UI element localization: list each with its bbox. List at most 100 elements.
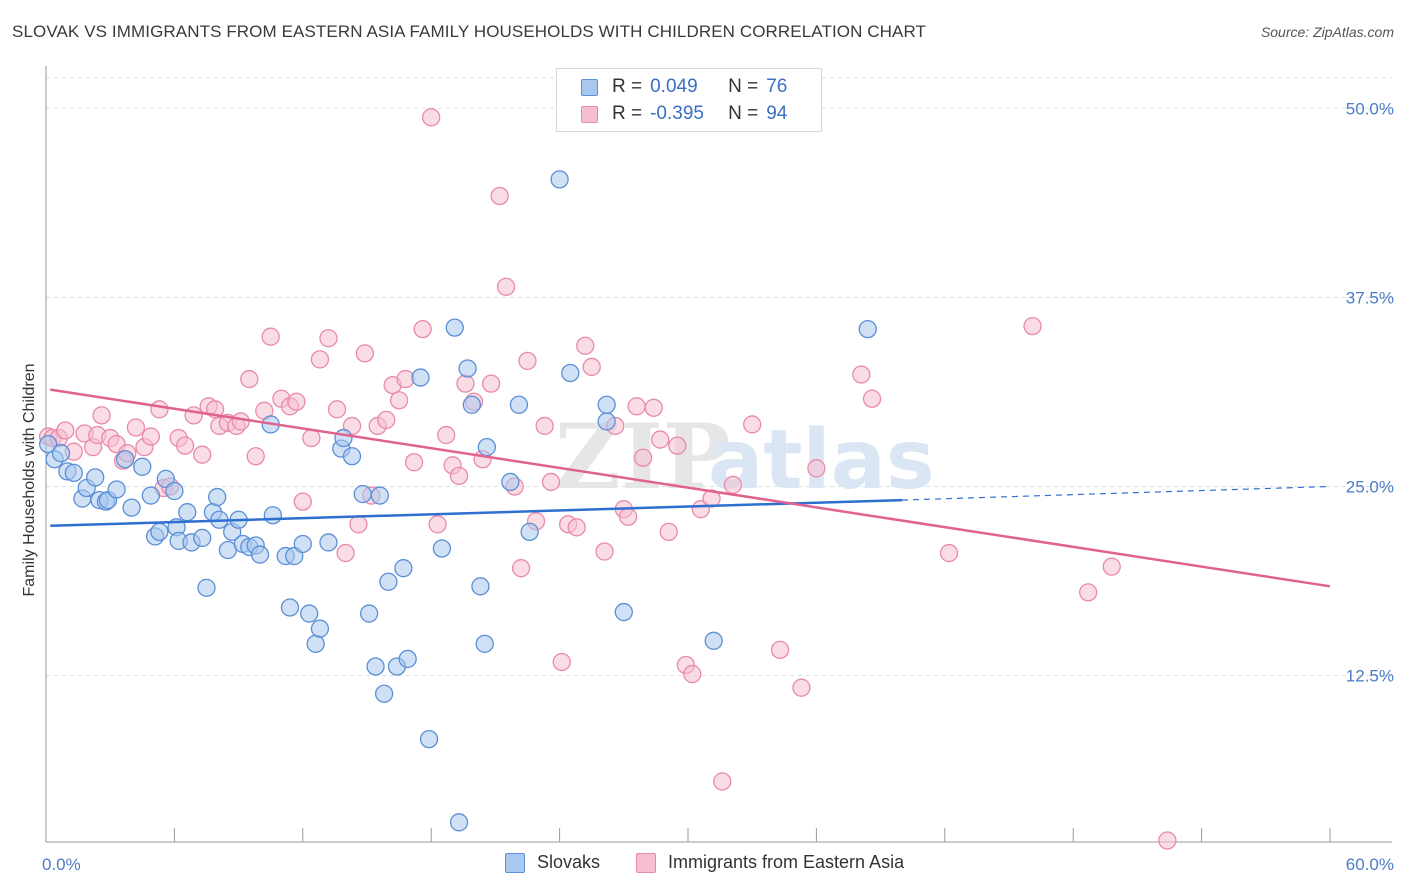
slovak-point xyxy=(306,634,325,653)
legend-n-label: N = xyxy=(728,76,759,97)
asia-point xyxy=(633,448,653,467)
slovak-point xyxy=(704,631,723,650)
slovak-point xyxy=(64,463,83,483)
asia-point xyxy=(184,406,203,425)
slovak-point xyxy=(379,572,398,591)
slovak-point xyxy=(501,472,520,492)
asia-point xyxy=(287,392,306,411)
asia-point xyxy=(862,389,882,408)
asia-point xyxy=(293,492,312,511)
slovak-point xyxy=(462,395,482,414)
asia-point xyxy=(743,415,762,434)
slovak-point xyxy=(107,480,126,499)
asia-point xyxy=(792,678,811,697)
slovak-point xyxy=(858,319,877,339)
watermark-atlas: atlas xyxy=(708,413,935,508)
legend-item-slovaks[interactable]: Slovaks xyxy=(505,852,600,873)
slovak-point xyxy=(310,619,330,638)
legend-swatch-asia xyxy=(636,852,656,873)
slovak-point xyxy=(359,604,379,623)
asia-point xyxy=(852,365,871,384)
asia-point xyxy=(496,277,516,296)
y-axis-label: Family Households with Children xyxy=(21,364,38,597)
slovak-point xyxy=(597,412,616,431)
x-tick-label-min: 0.0% xyxy=(42,855,81,874)
slovak-point xyxy=(432,539,452,558)
asia-point xyxy=(713,772,732,791)
asia-point xyxy=(1158,831,1177,850)
asia-point xyxy=(939,543,959,563)
slovak-point xyxy=(419,729,439,749)
slovak-point xyxy=(449,813,469,832)
legend-label-asia: Immigrants from Eastern Asia xyxy=(668,852,905,872)
legend-r-label: R = xyxy=(612,76,643,97)
series-slovak-points xyxy=(38,170,877,832)
slovak-point xyxy=(193,528,212,548)
legend-row-asia: R = -0.395 N = 94 xyxy=(581,101,787,127)
slovak-point xyxy=(550,170,569,189)
slovak-point xyxy=(471,577,490,596)
asia-point xyxy=(595,542,614,561)
slovak-point xyxy=(394,559,413,578)
asia-point xyxy=(552,652,571,672)
slovak-point xyxy=(150,522,169,542)
slovak-point xyxy=(165,481,184,501)
asia-point xyxy=(327,400,347,419)
asia-point xyxy=(723,475,743,495)
asia-point xyxy=(807,459,826,478)
asia-point xyxy=(302,428,321,448)
legend-n-value: 76 xyxy=(766,76,788,97)
asia-point xyxy=(150,400,169,419)
asia-point xyxy=(389,391,409,410)
stats-legend: R = 0.049 N = 76 R = -0.395 N = 94 xyxy=(556,68,822,132)
legend-r-label: R = xyxy=(612,103,643,124)
asia-point xyxy=(576,336,595,355)
asia-point xyxy=(1079,583,1098,602)
asia-point xyxy=(770,640,790,660)
slovak-point xyxy=(411,368,430,387)
asia-point xyxy=(518,351,537,371)
slovak-point xyxy=(561,363,580,383)
y-tick-label: 50.0% xyxy=(1346,99,1394,118)
slovak-point xyxy=(250,545,270,564)
asia-point xyxy=(56,421,75,440)
asia-point xyxy=(659,522,678,542)
slovak-point xyxy=(300,604,319,623)
asia-point xyxy=(141,427,161,446)
asia-point xyxy=(618,507,638,526)
slovak-point xyxy=(122,498,141,517)
asia-point xyxy=(126,418,146,437)
slovak-point xyxy=(458,359,477,378)
asia-point xyxy=(456,374,475,393)
asia-point xyxy=(627,397,646,416)
asia-point xyxy=(404,453,424,472)
legend-swatch-slovaks xyxy=(505,852,525,873)
slovak-point xyxy=(597,395,616,414)
slovak-point xyxy=(263,506,282,525)
asia-point xyxy=(449,466,469,486)
tick-labels: 12.5% 25.0% 37.5% 50.0% 0.0% 60.0% Family Hous… xyxy=(21,99,1394,874)
asia-point xyxy=(651,430,670,449)
legend-n-value: 94 xyxy=(766,103,788,124)
asia-point xyxy=(437,425,456,445)
slovak-point xyxy=(133,457,152,476)
asia-point xyxy=(535,416,554,436)
asia-point xyxy=(511,559,531,578)
slovak-trend-line xyxy=(50,498,903,528)
x-tick-label-max: 60.0% xyxy=(1346,855,1394,874)
asia-point xyxy=(582,357,601,377)
legend-item-asia[interactable]: Immigrants from Eastern Asia xyxy=(636,852,904,873)
slovak-point xyxy=(370,486,389,505)
source-label: Source: ZipAtlas.com xyxy=(1260,24,1394,40)
asia-point xyxy=(668,436,687,455)
slovak-trend-extension xyxy=(901,485,1331,501)
asia-point xyxy=(319,329,338,348)
slovak-point xyxy=(51,444,71,463)
slovak-point xyxy=(208,487,227,507)
legend-r-value: 0.049 xyxy=(650,76,698,97)
legend-row-slovaks: R = 0.049 N = 76 xyxy=(581,74,787,100)
slovak-point xyxy=(334,428,353,448)
slovak-point xyxy=(141,486,161,505)
slovak-point xyxy=(86,468,105,487)
